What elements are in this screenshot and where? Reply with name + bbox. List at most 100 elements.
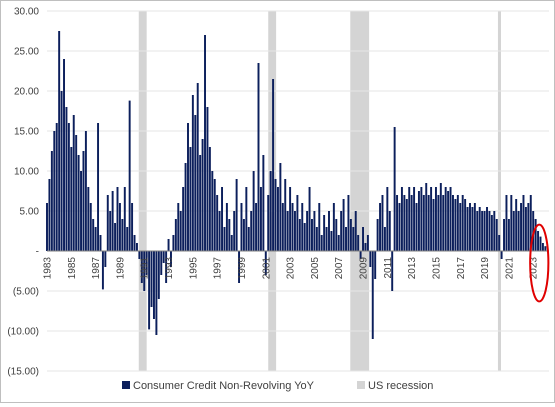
data-bar bbox=[92, 219, 95, 251]
data-bar bbox=[223, 227, 226, 251]
x-tick-label: 2021 bbox=[504, 257, 515, 280]
recession-band-2 bbox=[350, 11, 370, 371]
y-tick-label: (10.00) bbox=[7, 327, 39, 338]
gridlines bbox=[47, 10, 549, 372]
data-bar bbox=[524, 207, 527, 251]
data-bar bbox=[347, 195, 350, 251]
data-bar bbox=[422, 195, 425, 251]
data-bar bbox=[162, 251, 165, 263]
data-bar bbox=[391, 251, 394, 291]
data-bar bbox=[75, 135, 78, 251]
data-bar bbox=[541, 243, 544, 251]
data-bar bbox=[157, 251, 160, 299]
data-bar bbox=[165, 251, 168, 283]
data-bar bbox=[301, 203, 304, 251]
data-bar bbox=[109, 211, 112, 251]
data-bar bbox=[53, 131, 56, 251]
x-tick-label: 2005 bbox=[310, 257, 321, 280]
y-tick-label: 5.00 bbox=[20, 207, 40, 218]
data-bar bbox=[500, 251, 503, 259]
data-bar bbox=[371, 251, 374, 339]
data-bar bbox=[381, 195, 384, 251]
data-bar bbox=[140, 251, 143, 283]
data-bar bbox=[383, 227, 386, 251]
data-bar bbox=[238, 251, 241, 283]
data-bar bbox=[179, 211, 182, 251]
data-bar bbox=[486, 207, 488, 251]
data-bar bbox=[187, 123, 189, 251]
data-bar bbox=[60, 91, 63, 251]
data-bar bbox=[452, 195, 454, 251]
data-bar bbox=[230, 235, 233, 251]
data-bar bbox=[240, 203, 243, 251]
data-bar bbox=[87, 187, 90, 251]
x-tick-label: 1985 bbox=[67, 257, 78, 280]
data-bar bbox=[303, 223, 306, 251]
data-bar bbox=[369, 251, 372, 267]
data-bar bbox=[155, 251, 158, 335]
x-tick-label: 2011 bbox=[383, 257, 394, 279]
data-bar bbox=[469, 203, 471, 251]
data-bar bbox=[512, 211, 515, 251]
y-axis-labels: 30.00 25.00 20.00 15.00 10.00 5.00 - (5.00) (10.… bbox=[7, 7, 39, 378]
data-bar bbox=[55, 123, 58, 251]
data-bar bbox=[72, 115, 75, 251]
data-bar bbox=[537, 231, 540, 251]
data-bar bbox=[97, 123, 100, 251]
x-tick-label: 1999 bbox=[237, 257, 248, 280]
data-bar bbox=[99, 235, 102, 251]
data-bar bbox=[439, 183, 442, 251]
x-tick-label: 2015 bbox=[431, 257, 442, 280]
data-bar bbox=[194, 115, 197, 251]
data-bar bbox=[408, 187, 411, 251]
x-tick-label: 1995 bbox=[188, 257, 199, 280]
data-bar bbox=[250, 211, 253, 251]
data-bar bbox=[544, 246, 547, 251]
data-bar bbox=[184, 163, 187, 251]
data-bar bbox=[89, 203, 92, 251]
data-bar bbox=[94, 227, 97, 251]
data-bar bbox=[48, 179, 51, 251]
data-bar bbox=[308, 187, 311, 251]
data-bar bbox=[505, 195, 508, 251]
data-bar bbox=[520, 203, 523, 251]
data-bar bbox=[50, 151, 53, 251]
data-bar bbox=[323, 215, 326, 251]
data-bar bbox=[352, 227, 355, 251]
data-bar bbox=[264, 251, 267, 275]
data-bar bbox=[498, 235, 501, 251]
data-bar bbox=[362, 227, 365, 251]
data-bar bbox=[503, 219, 505, 251]
data-bar bbox=[456, 195, 459, 251]
y-tick-label: (5.00) bbox=[13, 287, 39, 298]
data-bar bbox=[152, 251, 155, 319]
data-bar bbox=[444, 187, 447, 251]
data-bar bbox=[201, 139, 204, 251]
data-bar bbox=[527, 203, 530, 251]
data-bar bbox=[167, 239, 170, 251]
x-tick-label: 2017 bbox=[456, 257, 467, 280]
data-bar bbox=[148, 251, 151, 330]
y-tick-label: (15.00) bbox=[7, 367, 39, 378]
data-bar bbox=[257, 63, 260, 251]
data-bar bbox=[425, 183, 428, 251]
data-bar bbox=[342, 199, 345, 251]
data-bar bbox=[46, 203, 48, 251]
data-bar bbox=[126, 227, 129, 251]
x-tick-label: 2007 bbox=[334, 257, 345, 280]
data-bar bbox=[417, 191, 420, 251]
data-bar bbox=[269, 171, 272, 251]
data-bar bbox=[507, 219, 510, 251]
y-tick-label: 30.00 bbox=[14, 7, 39, 18]
data-bar bbox=[481, 211, 484, 251]
data-bar bbox=[281, 203, 284, 251]
data-bar bbox=[427, 195, 430, 251]
data-bar bbox=[534, 219, 537, 251]
data-bar bbox=[493, 211, 496, 251]
data-bar bbox=[145, 251, 148, 275]
data-bar bbox=[67, 123, 70, 251]
data-bar bbox=[517, 211, 520, 251]
data-bar bbox=[413, 187, 416, 251]
data-bar bbox=[354, 211, 357, 251]
data-bar bbox=[133, 235, 136, 251]
